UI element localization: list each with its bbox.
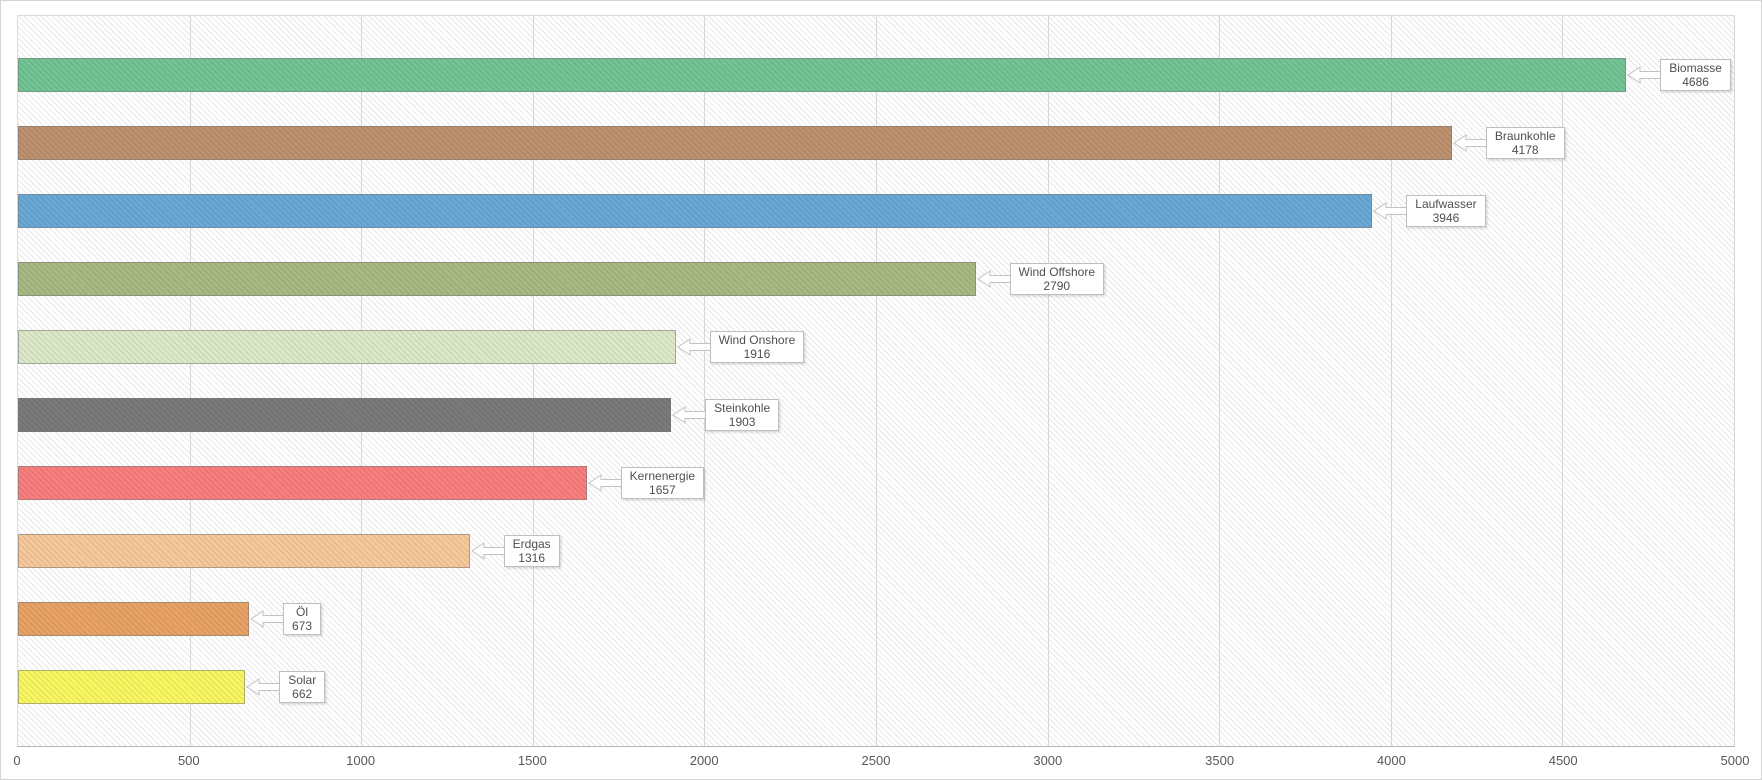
x-axis: 0 500 1000 1500 2000 2500 3000 3500 4000 4500 5000: [13, 753, 1749, 773]
callout-arrow-icon: [1452, 134, 1487, 152]
callout-arrow-icon: [676, 338, 711, 356]
callout-box: Wind Onshore 1916: [709, 331, 805, 363]
callout-arrow-icon: [470, 542, 505, 560]
bar-callout: Laufwasser 3946: [1373, 195, 1486, 227]
callout-label: Wind Onshore: [718, 333, 796, 347]
gridline: [532, 16, 534, 746]
gridline: [704, 16, 706, 746]
callout-box: Braunkohle 4178: [1485, 127, 1565, 159]
callout-value: 1657: [649, 483, 676, 497]
chart-row: Erdgas 1316: [18, 517, 1734, 585]
callout-value: 1916: [743, 347, 771, 361]
callout-box: Wind Offshore 2790: [1009, 263, 1104, 295]
bar-callout: Kernenergie 1657: [587, 467, 705, 499]
callout-value: 4686: [1682, 75, 1709, 89]
x-axis-tick-label: 4000: [1376, 753, 1406, 768]
plot-area: Biomasse 4686 Braunkohle 4178 Laufwasser…: [17, 15, 1735, 747]
callout-box: Kernenergie 1657: [620, 467, 705, 499]
callout-label: Wind Offshore: [1018, 265, 1095, 279]
gridline: [1047, 16, 1049, 746]
bar-callout: Braunkohle 4178: [1452, 127, 1565, 159]
callout-label: Kernenergie: [629, 469, 696, 483]
gridline: [876, 16, 877, 746]
bar-callout: Erdgas 1316: [470, 535, 560, 567]
x-axis-tick-label: 500: [177, 753, 200, 768]
bar-callout: Öl 673: [250, 603, 321, 635]
x-axis-tick-label: 1000: [346, 753, 376, 768]
chart-row: Laufwasser 3946: [18, 177, 1734, 245]
x-axis-tick-label: 2000: [689, 753, 719, 768]
chart-row: Wind Offshore 2790: [18, 245, 1734, 313]
x-axis-tick-label: 0: [13, 753, 21, 768]
callout-box: Solar 662: [279, 671, 326, 703]
callout-box: Öl 673: [282, 603, 321, 635]
x-axis-tick-label: 4500: [1548, 753, 1578, 768]
x-axis-tick-label: 5000: [1720, 753, 1750, 768]
bar: [18, 262, 976, 296]
bar: [18, 58, 1627, 92]
callout-arrow-icon: [587, 474, 622, 492]
gridline: [361, 16, 363, 746]
chart-row: Wind Onshore 1916: [18, 313, 1734, 381]
callout-box: Laufwasser 3946: [1406, 195, 1486, 227]
callout-arrow-icon: [1373, 202, 1408, 220]
chart-row: Biomasse 4686: [18, 41, 1734, 109]
chart-row: Öl 673: [18, 585, 1734, 653]
callout-value: 662: [292, 687, 313, 701]
bar: [18, 466, 587, 500]
callout-label: Braunkohle: [1494, 129, 1556, 143]
x-axis-tick-label: 2500: [861, 753, 891, 768]
bar: [18, 126, 1452, 160]
bar: [18, 602, 249, 636]
callout-box: Erdgas 1316: [503, 535, 560, 567]
gridline: [1734, 16, 1735, 746]
bar-callout: Wind Onshore 1916: [676, 331, 805, 363]
gridline: [1219, 16, 1221, 746]
gridline: [1390, 16, 1392, 746]
chart-row: Kernenergie 1657: [18, 449, 1734, 517]
callout-value: 2790: [1043, 279, 1071, 293]
callout-label: Biomasse: [1669, 61, 1722, 75]
callout-arrow-icon: [1627, 66, 1662, 84]
callout-value: 4178: [1511, 143, 1539, 157]
chart-row: Braunkohle 4178: [18, 109, 1734, 177]
callout-arrow-icon: [976, 270, 1011, 288]
callout-value: 3946: [1432, 211, 1460, 225]
bars-layer: Biomasse 4686 Braunkohle 4178 Laufwasser…: [18, 41, 1734, 721]
callout-arrow-icon: [246, 678, 281, 696]
callout-box: Biomasse 4686: [1660, 59, 1731, 91]
x-axis-tick-label: 3500: [1205, 753, 1235, 768]
callout-box: Steinkohle 1903: [705, 399, 780, 431]
callout-label: Öl: [295, 605, 308, 619]
bar: [18, 534, 470, 568]
bar-callout: Wind Offshore 2790: [976, 263, 1104, 295]
bar: [18, 194, 1373, 228]
bar: [18, 670, 246, 704]
bar-callout: Steinkohle 1903: [672, 399, 780, 431]
x-axis-tick-label: 3000: [1033, 753, 1063, 768]
callout-label: Erdgas: [512, 537, 551, 551]
callout-value: 673: [291, 619, 312, 633]
chart-row: Solar 662: [18, 653, 1734, 721]
x-axis-tick-label: 1500: [517, 753, 547, 768]
callout-value: 1903: [728, 415, 756, 429]
gridline: [1562, 16, 1564, 746]
bar: [18, 330, 676, 364]
callout-value: 1316: [518, 551, 545, 565]
callout-label: Steinkohle: [714, 401, 771, 415]
callout-label: Laufwasser: [1415, 197, 1477, 211]
callout-arrow-icon: [250, 610, 284, 628]
chart-row: Steinkohle 1903: [18, 381, 1734, 449]
callout-label: Solar: [288, 673, 317, 687]
gridline: [189, 16, 191, 746]
bar-callout: Biomasse 4686: [1627, 59, 1731, 91]
bar-callout: Solar 662: [246, 671, 326, 703]
callout-arrow-icon: [672, 406, 707, 424]
bar: [18, 398, 672, 432]
